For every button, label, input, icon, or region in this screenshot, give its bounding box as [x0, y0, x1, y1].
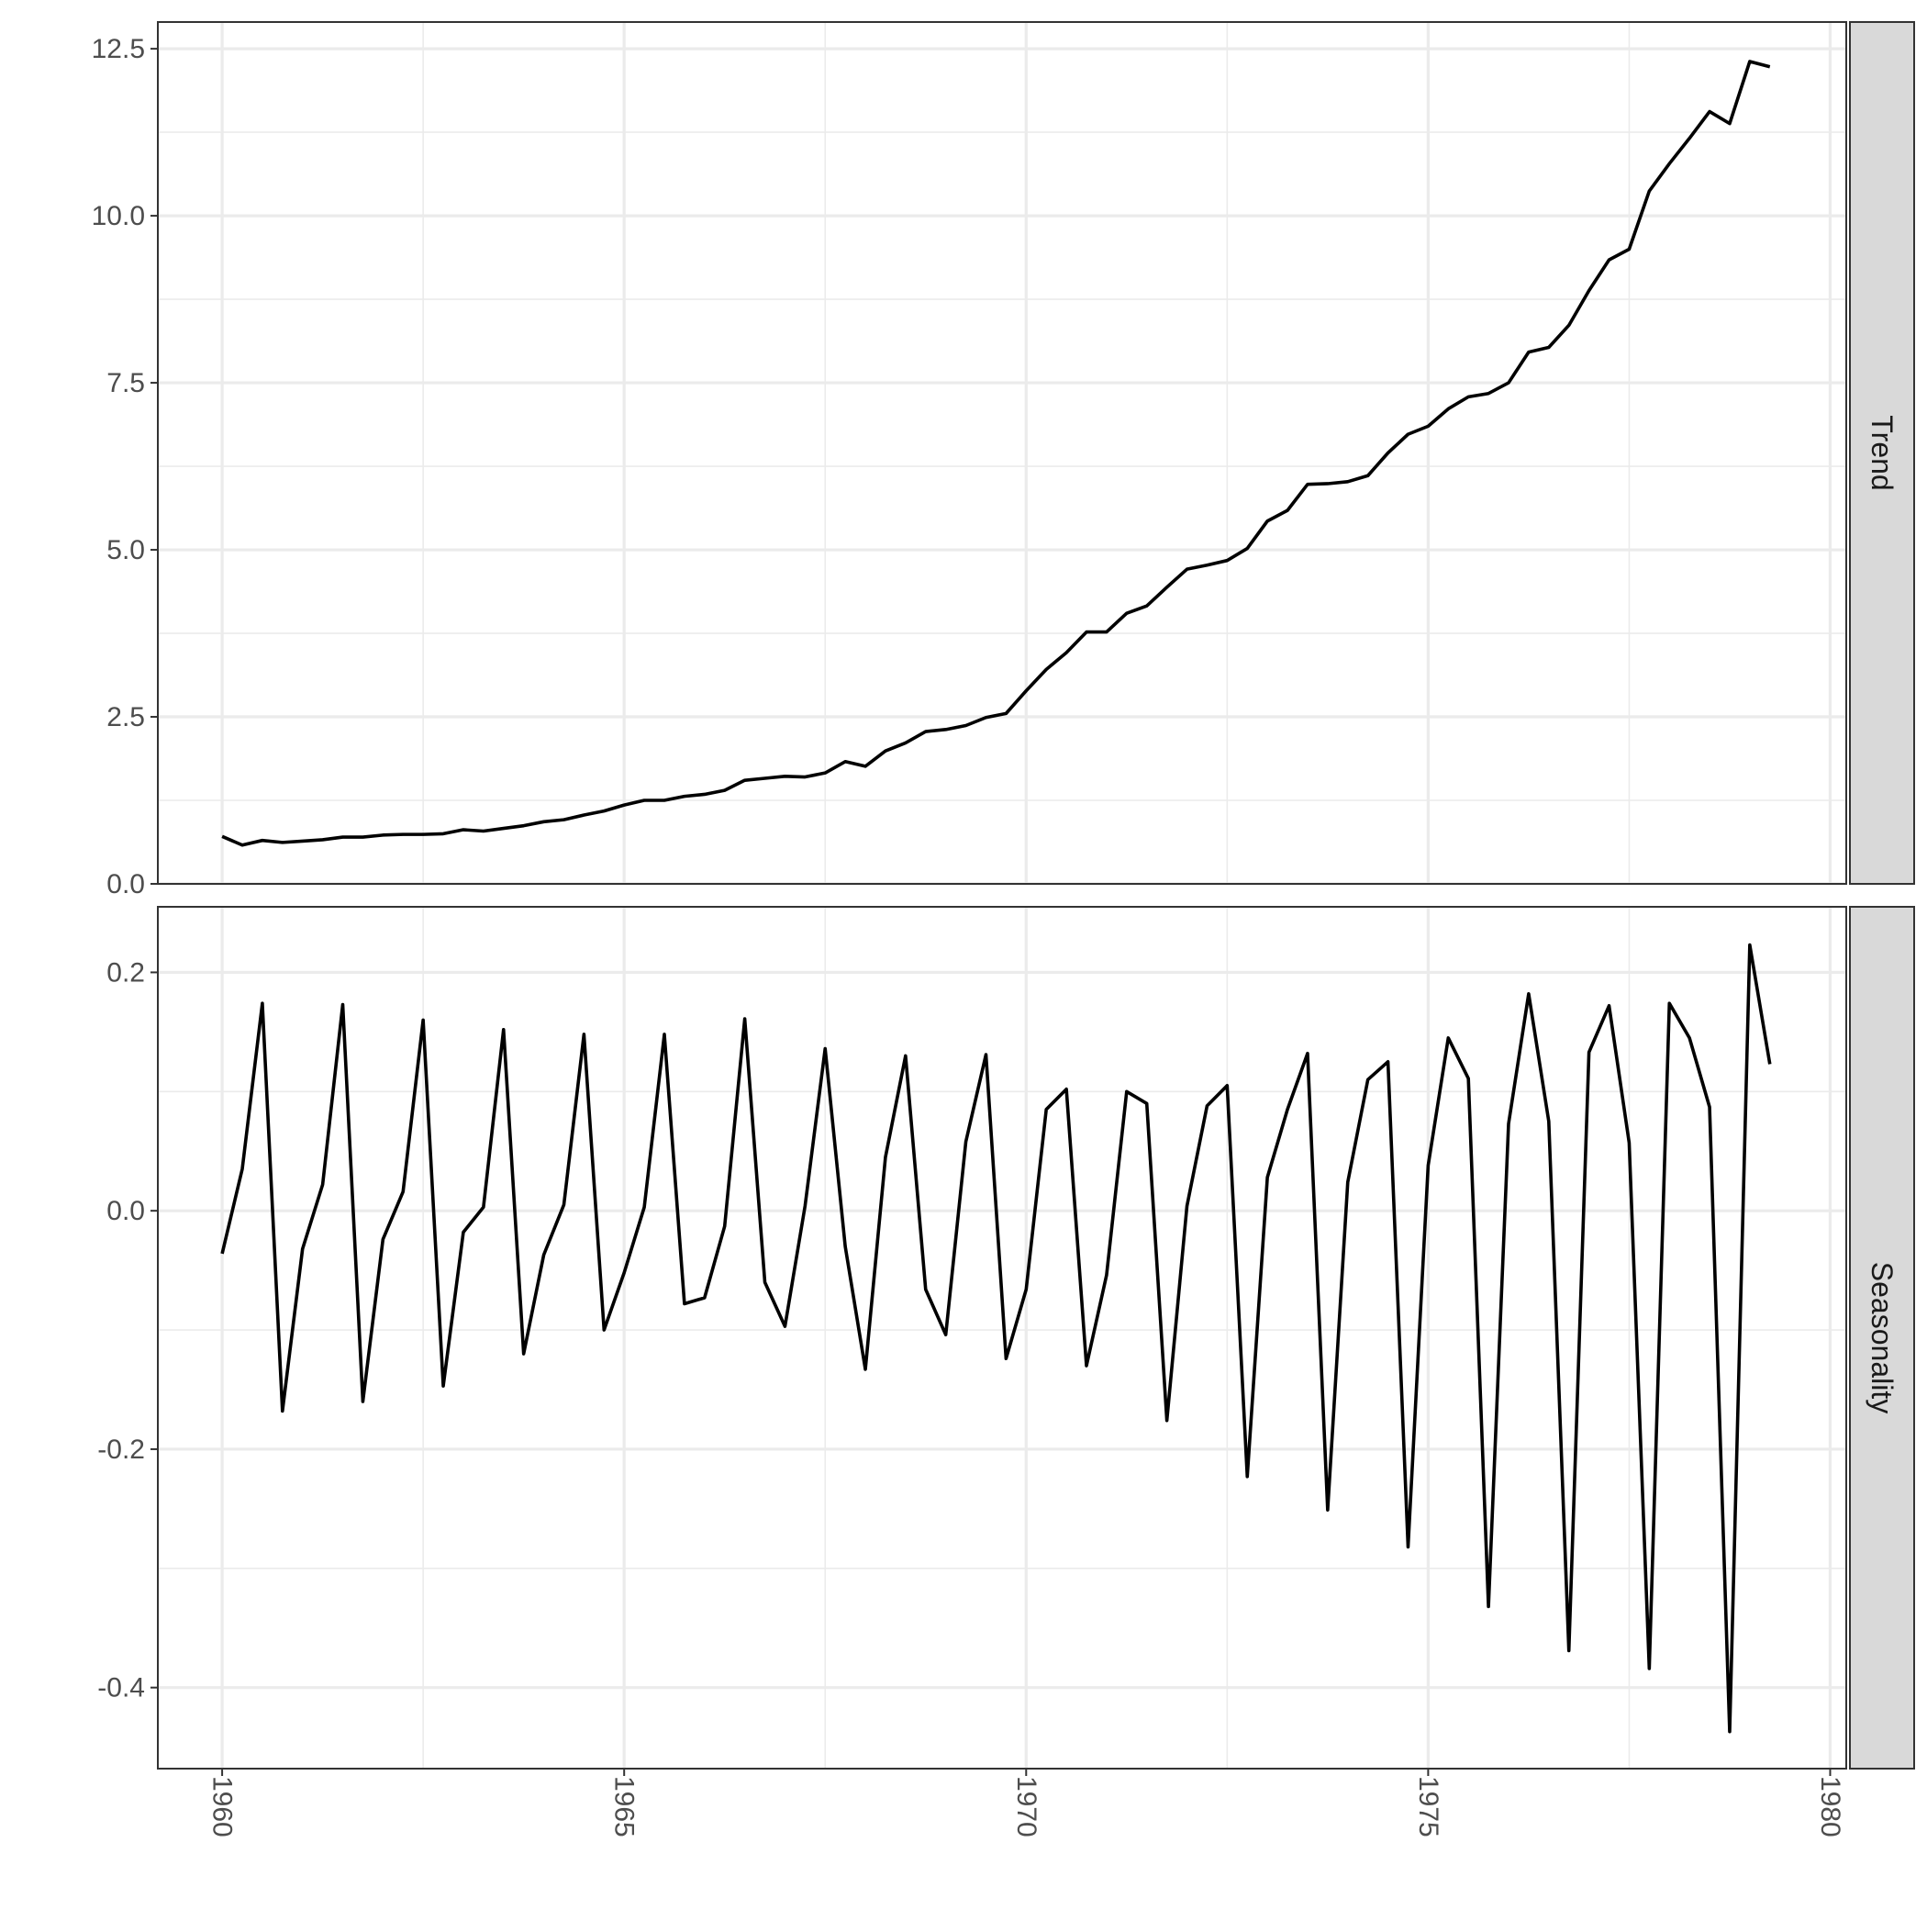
- x-tick-label: 1970: [1011, 1776, 1041, 1837]
- panel-1-y-tick-label: 0.0: [106, 869, 145, 899]
- x-tick-label: 1980: [1815, 1776, 1845, 1837]
- x-tick-label: 1960: [207, 1776, 238, 1837]
- panel-1-y-tick-label: 5.0: [106, 535, 145, 565]
- panel-2-y-tick-label: 0.2: [106, 957, 145, 988]
- panel-1-strip: [1849, 21, 1915, 885]
- panel-1-series-line: [221, 60, 1771, 847]
- panel-2-strip: [1849, 906, 1915, 1770]
- panel-2-y-tick-label: 0.0: [106, 1196, 145, 1226]
- panel-1-y-tick-label: 12.5: [92, 34, 145, 64]
- x-tick-label: 1975: [1413, 1776, 1443, 1837]
- panel-1-y-tick-label: 7.5: [106, 368, 145, 398]
- panel-2-border: [157, 906, 1847, 1770]
- panel-2-y-tick-label: -0.4: [97, 1673, 145, 1703]
- panel-1-y-tick-label: 2.5: [106, 702, 145, 732]
- panel-1-y-tick-label: 10.0: [92, 201, 145, 231]
- panel-2-series-line: [220, 943, 1772, 1734]
- panel-1-border: [157, 21, 1847, 885]
- panel-2-strip-label: Seasonality: [1866, 1262, 1899, 1413]
- x-tick-label: 1965: [609, 1776, 640, 1837]
- panel-1-strip-label: Trend: [1866, 415, 1899, 490]
- panel-2-y-tick-label: -0.2: [97, 1435, 145, 1465]
